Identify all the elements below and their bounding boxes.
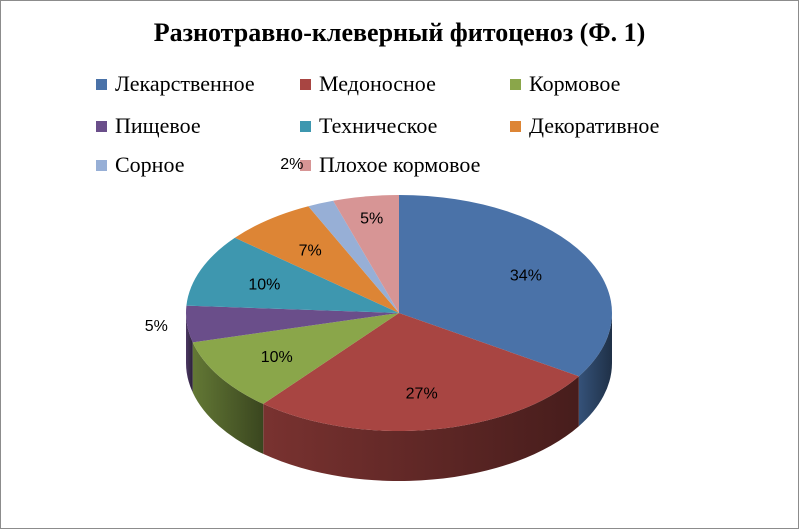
pie-slice (234, 206, 399, 313)
pie-data-label: 2% (280, 156, 303, 173)
legend-item: Пищевое (96, 113, 201, 138)
legend-label: Пищевое (115, 113, 201, 138)
pie-slice (308, 200, 399, 313)
legend-item: Плохое кормовое (300, 152, 481, 177)
chart-title: Разнотравно-клеверный фитоценоз (Ф. 1) (153, 18, 646, 47)
legend-swatch (510, 78, 521, 90)
pie-top (186, 195, 612, 432)
pie-side-3 (186, 313, 193, 393)
pie-data-label: 5% (360, 210, 383, 227)
chart-legend: Лекарственное Медоносное Кормовое Пищевое Те… (0, 0, 799, 190)
pie-slice (399, 195, 612, 377)
pie-data-label: 10% (248, 276, 280, 293)
legend-item: Кормовое (510, 71, 621, 96)
pie-side-2 (192, 342, 264, 454)
legend-swatch (300, 78, 311, 90)
pie-data-label: 27% (406, 385, 438, 402)
legend-label: Сорное (115, 152, 185, 177)
legend-item: Лекарственное (96, 71, 255, 96)
legend-item: Декоративное (510, 113, 660, 138)
legend-swatch (300, 120, 311, 132)
pie-slice (186, 305, 399, 343)
legend-swatch (510, 120, 521, 132)
legend-swatch (96, 78, 107, 90)
legend-label: Плохое кормовое (319, 152, 481, 177)
pie-slice (263, 313, 579, 432)
pie-side-0 (578, 313, 612, 427)
pie-slice (333, 195, 399, 313)
legend-label: Кормовое (529, 71, 621, 96)
legend-swatch (96, 159, 107, 171)
legend-item: Сорное (96, 152, 185, 177)
legend-item: Техническое (300, 113, 438, 138)
legend-swatch (300, 159, 311, 171)
legend-label: Лекарственное (115, 71, 255, 96)
legend-label: Техническое (319, 113, 438, 138)
pie-data-label: 7% (299, 243, 322, 260)
pie-labels: 34% 27% 10% 5% 10% 7% 2% 5% (145, 156, 542, 402)
pie-slice (186, 237, 399, 313)
pie-slice (192, 313, 399, 404)
pie-data-label: 5% (145, 318, 168, 335)
legend-label: Медоносное (319, 71, 436, 96)
legend-item: Медоносное (300, 71, 436, 96)
legend-label: Декоративное (529, 113, 660, 138)
pie-data-label: 34% (510, 267, 542, 284)
pie-sides (186, 313, 612, 481)
legend-swatch (96, 120, 107, 132)
pie-data-label: 10% (261, 349, 293, 366)
pie-side-1 (263, 376, 579, 481)
